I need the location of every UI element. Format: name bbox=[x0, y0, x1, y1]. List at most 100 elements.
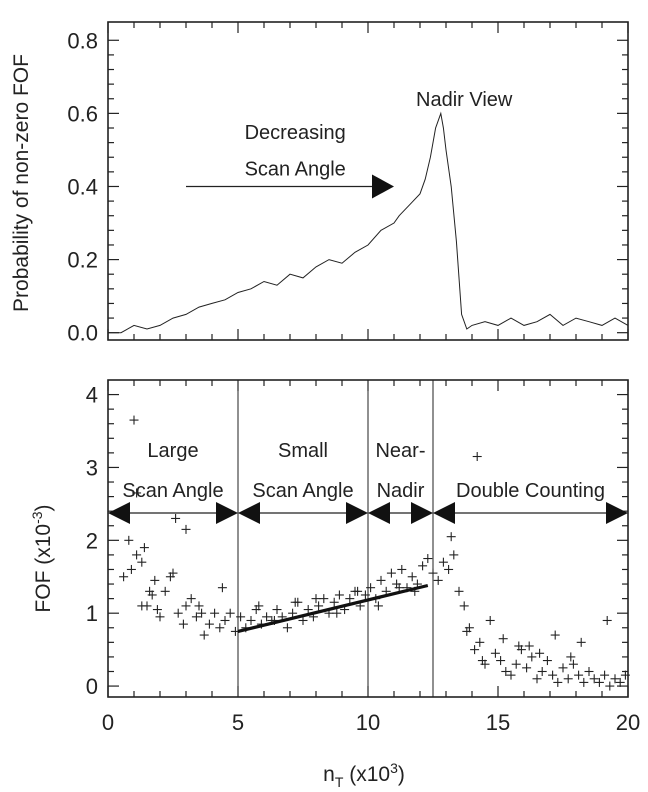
data-point bbox=[397, 564, 407, 574]
data-point bbox=[514, 641, 524, 651]
region-label-line1: Near- bbox=[375, 440, 425, 462]
data-point bbox=[262, 612, 272, 622]
data-point bbox=[246, 615, 256, 625]
y-label-close: ) bbox=[32, 504, 55, 511]
y-label-superscript: -3 bbox=[29, 511, 45, 524]
data-point bbox=[501, 666, 511, 676]
annotation: Scan Angle bbox=[245, 159, 346, 181]
region-arrow-right-head bbox=[346, 502, 368, 524]
region-label-line2: Double Counting bbox=[456, 480, 605, 502]
x-label-superscript: 3 bbox=[390, 760, 398, 776]
data-point bbox=[319, 594, 329, 604]
x-label-close: ) bbox=[398, 763, 405, 786]
data-point bbox=[574, 670, 584, 680]
data-point bbox=[204, 619, 214, 629]
data-point bbox=[126, 564, 136, 574]
x-label-unit: (x10 bbox=[343, 763, 390, 786]
data-point bbox=[542, 656, 552, 666]
y-tick-label: 0.8 bbox=[67, 28, 98, 53]
data-point bbox=[181, 601, 191, 611]
region-arrow-left-head bbox=[108, 502, 130, 524]
data-point bbox=[314, 601, 324, 611]
data-point bbox=[615, 677, 625, 687]
data-point bbox=[579, 677, 589, 687]
region-dividers bbox=[237, 380, 434, 697]
data-point bbox=[178, 619, 188, 629]
data-point bbox=[366, 583, 376, 593]
x-tick-label: 0 bbox=[102, 710, 114, 735]
annotation: Decreasing bbox=[245, 122, 346, 144]
data-point bbox=[428, 568, 438, 578]
region-label-line2: Scan Angle bbox=[122, 480, 223, 502]
data-point bbox=[199, 630, 209, 640]
data-point bbox=[345, 594, 355, 604]
data-point bbox=[566, 652, 576, 662]
region-arrow-left-head bbox=[433, 502, 455, 524]
data-point bbox=[376, 575, 386, 585]
x-tick-label: 5 bbox=[232, 710, 244, 735]
bottom-axis-ticks bbox=[107, 380, 629, 697]
top-panel: 0.0 0.2 0.4 0.6 0.8 Probability of non-zero … bbox=[10, 21, 629, 346]
data-point bbox=[462, 626, 472, 636]
data-point bbox=[217, 583, 227, 593]
probability-line bbox=[108, 111, 629, 334]
data-point bbox=[620, 670, 630, 680]
y-tick-label: 0.2 bbox=[67, 248, 98, 273]
data-point bbox=[129, 415, 139, 425]
y-tick-label: 0.0 bbox=[67, 321, 98, 346]
data-point bbox=[290, 597, 300, 607]
data-point bbox=[155, 612, 165, 622]
data-point bbox=[236, 612, 246, 622]
data-point bbox=[332, 608, 342, 618]
region-labels: Large Scan Angle Small Scan Angle Near- Nadir… bbox=[108, 440, 628, 524]
bottom-panel: 0 1 2 3 4 0 5 10 15 20 Large Scan Angle Small Scan … bbox=[29, 379, 640, 790]
data-point bbox=[438, 557, 448, 567]
y-tick-label: 4 bbox=[86, 383, 98, 408]
data-point bbox=[527, 652, 537, 662]
data-point bbox=[563, 674, 573, 684]
data-point bbox=[282, 623, 292, 633]
data-point bbox=[124, 535, 134, 545]
data-point bbox=[605, 681, 615, 691]
data-point bbox=[459, 601, 469, 611]
data-point bbox=[160, 586, 170, 596]
top-annotations: Nadir View Decreasing Scan Angle bbox=[245, 89, 513, 180]
data-point bbox=[132, 550, 142, 560]
data-point bbox=[423, 554, 433, 564]
data-point bbox=[589, 674, 599, 684]
data-point bbox=[511, 659, 521, 669]
data-point bbox=[550, 630, 560, 640]
data-point bbox=[594, 677, 604, 687]
bottom-x-axis-label: nT (x103) bbox=[323, 760, 405, 790]
fof-scatter-points bbox=[119, 415, 630, 691]
data-point bbox=[137, 557, 147, 567]
data-point bbox=[496, 656, 506, 666]
data-point bbox=[418, 561, 428, 571]
bottom-x-tick-labels: 0 5 10 15 20 bbox=[102, 710, 640, 735]
top-axis-ticks bbox=[107, 22, 629, 340]
data-point bbox=[449, 550, 459, 560]
data-point bbox=[584, 666, 594, 676]
data-point bbox=[329, 597, 339, 607]
data-point bbox=[132, 488, 142, 498]
region-label-line1: Small bbox=[278, 440, 328, 462]
data-point bbox=[522, 663, 532, 673]
data-point bbox=[576, 637, 586, 647]
data-point bbox=[558, 663, 568, 673]
arrow-head bbox=[372, 174, 394, 199]
data-point bbox=[152, 605, 162, 615]
data-point bbox=[537, 666, 547, 676]
data-point bbox=[386, 568, 396, 578]
top-y-tick-labels: 0.0 0.2 0.4 0.6 0.8 bbox=[67, 28, 98, 345]
data-point bbox=[225, 608, 235, 618]
data-point bbox=[444, 564, 454, 574]
data-point bbox=[191, 612, 201, 622]
data-point bbox=[475, 637, 485, 647]
data-point bbox=[171, 513, 181, 523]
data-point bbox=[119, 572, 129, 582]
y-tick-label: 0.6 bbox=[67, 101, 98, 126]
data-point bbox=[168, 568, 178, 578]
region-arrow-right-head bbox=[606, 502, 628, 524]
data-point bbox=[394, 583, 404, 593]
